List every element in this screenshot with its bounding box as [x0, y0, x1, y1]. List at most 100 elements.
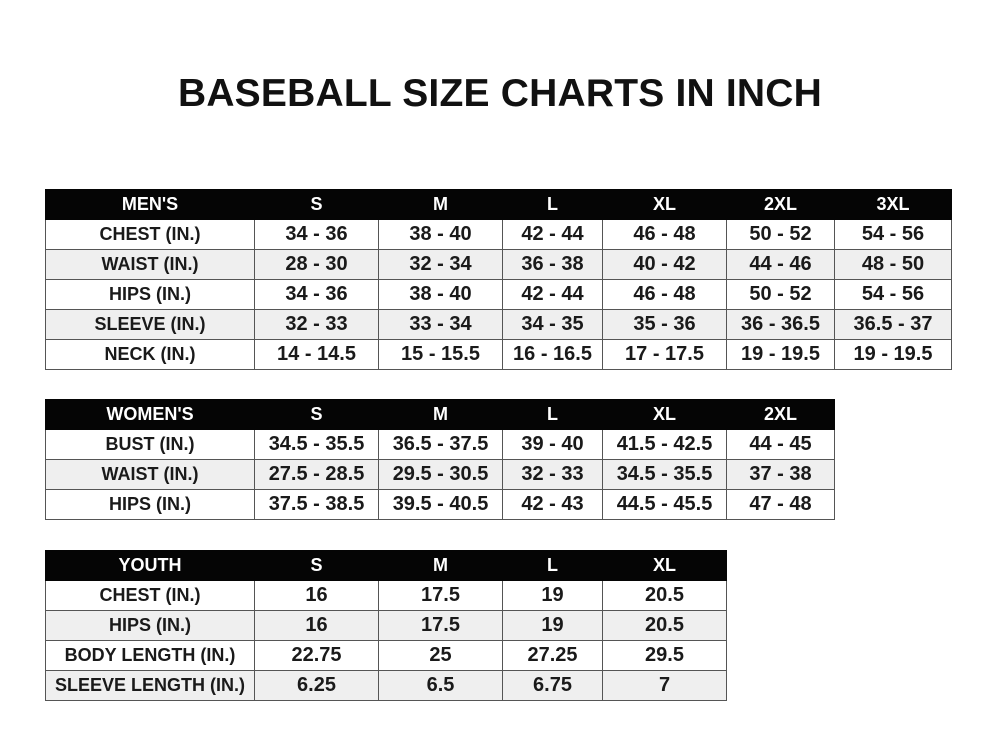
- size-value: 39 - 40: [502, 429, 603, 460]
- size-value: 25: [378, 640, 503, 671]
- size-value: 42 - 44: [502, 219, 603, 250]
- size-value: 27.5 - 28.5: [254, 459, 379, 490]
- table-row: HIPS (IN.) 37.5 - 38.5 39.5 - 40.5 42 - 43 4…: [45, 489, 835, 520]
- size-value: 39.5 - 40.5: [378, 489, 503, 520]
- womens-size-table: WOMEN'S S M L XL 2XL BUST (IN.) 34.5 - 35.5 36.5…: [45, 399, 835, 520]
- mens-size-table: MEN'S S M L XL 2XL 3XL CHEST (IN.) 34 - 36 38 - 4…: [45, 189, 952, 370]
- measurement-label: SLEEVE (IN.): [45, 309, 255, 340]
- size-value: 29.5 - 30.5: [378, 459, 503, 490]
- measurement-label: NECK (IN.): [45, 339, 255, 370]
- size-value: 36.5 - 37: [834, 309, 952, 340]
- size-column-header: XL: [602, 550, 727, 581]
- size-value: 20.5: [602, 610, 727, 641]
- size-value: 38 - 40: [378, 219, 503, 250]
- size-value: 34 - 36: [254, 279, 379, 310]
- measurement-label: BUST (IN.): [45, 429, 255, 460]
- table-row: WAIST (IN.) 28 - 30 32 - 34 36 - 38 40 - 42 4…: [45, 249, 952, 280]
- size-value: 19: [502, 580, 603, 611]
- size-value: 16: [254, 580, 379, 611]
- size-value: 34.5 - 35.5: [602, 459, 727, 490]
- table-row: BUST (IN.) 34.5 - 35.5 36.5 - 37.5 39 - 40 4…: [45, 429, 835, 460]
- size-value: 6.75: [502, 670, 603, 701]
- measurement-label: CHEST (IN.): [45, 580, 255, 611]
- size-column-header: L: [502, 189, 603, 220]
- table-row: CHEST (IN.) 34 - 36 38 - 40 42 - 44 46 - 48 5…: [45, 219, 952, 250]
- table-category-header: WOMEN'S: [45, 399, 255, 430]
- size-value: 27.25: [502, 640, 603, 671]
- header-row: WOMEN'S S M L XL 2XL: [45, 399, 835, 430]
- size-column-header: L: [502, 399, 603, 430]
- table-row: NECK (IN.) 14 - 14.5 15 - 15.5 16 - 16.5 17 …: [45, 339, 952, 370]
- size-value: 34 - 36: [254, 219, 379, 250]
- size-value: 37.5 - 38.5: [254, 489, 379, 520]
- size-column-header: M: [378, 189, 503, 220]
- size-value: 19: [502, 610, 603, 641]
- size-column-header: S: [254, 189, 379, 220]
- measurement-label: CHEST (IN.): [45, 219, 255, 250]
- size-value: 46 - 48: [602, 279, 727, 310]
- size-value: 17.5: [378, 610, 503, 641]
- size-value: 16 - 16.5: [502, 339, 603, 370]
- size-value: 16: [254, 610, 379, 641]
- size-value: 19 - 19.5: [834, 339, 952, 370]
- table-row: SLEEVE LENGTH (IN.) 6.25 6.5 6.75 7: [45, 670, 727, 701]
- size-value: 37 - 38: [726, 459, 835, 490]
- size-value: 17.5: [378, 580, 503, 611]
- size-value: 41.5 - 42.5: [602, 429, 727, 460]
- youth-size-table: YOUTH S M L XL CHEST (IN.) 16 17.5 19 20.5 HIPS (I…: [45, 550, 727, 701]
- table-row: WAIST (IN.) 27.5 - 28.5 29.5 - 30.5 32 - 33…: [45, 459, 835, 490]
- size-value: 40 - 42: [602, 249, 727, 280]
- size-value: 36 - 38: [502, 249, 603, 280]
- measurement-label: BODY LENGTH (IN.): [45, 640, 255, 671]
- size-column-header: 2XL: [726, 189, 835, 220]
- size-value: 42 - 43: [502, 489, 603, 520]
- size-column-header: XL: [602, 189, 727, 220]
- size-value: 50 - 52: [726, 219, 835, 250]
- size-value: 38 - 40: [378, 279, 503, 310]
- header-row: MEN'S S M L XL 2XL 3XL: [45, 189, 952, 220]
- size-column-header: XL: [602, 399, 727, 430]
- measurement-label: HIPS (IN.): [45, 489, 255, 520]
- size-value: 19 - 19.5: [726, 339, 835, 370]
- size-value: 47 - 48: [726, 489, 835, 520]
- size-value: 7: [602, 670, 727, 701]
- size-value: 29.5: [602, 640, 727, 671]
- measurement-label: WAIST (IN.): [45, 459, 255, 490]
- size-column-header: 2XL: [726, 399, 835, 430]
- table-row: SLEEVE (IN.) 32 - 33 33 - 34 34 - 35 35 - 36…: [45, 309, 952, 340]
- size-value: 44 - 46: [726, 249, 835, 280]
- page-title: BASEBALL SIZE CHARTS IN INCH: [177, 72, 823, 115]
- size-value: 14 - 14.5: [254, 339, 379, 370]
- size-value: 50 - 52: [726, 279, 835, 310]
- size-value: 34.5 - 35.5: [254, 429, 379, 460]
- size-value: 42 - 44: [502, 279, 603, 310]
- size-value: 35 - 36: [602, 309, 727, 340]
- size-value: 28 - 30: [254, 249, 379, 280]
- size-value: 6.5: [378, 670, 503, 701]
- size-value: 15 - 15.5: [378, 339, 503, 370]
- measurement-label: SLEEVE LENGTH (IN.): [45, 670, 255, 701]
- header-row: YOUTH S M L XL: [45, 550, 727, 581]
- size-value: 33 - 34: [378, 309, 503, 340]
- size-value: 32 - 34: [378, 249, 503, 280]
- size-value: 32 - 33: [254, 309, 379, 340]
- size-value: 44 - 45: [726, 429, 835, 460]
- size-value: 44.5 - 45.5: [602, 489, 727, 520]
- measurement-label: WAIST (IN.): [45, 249, 255, 280]
- size-column-header: M: [378, 399, 503, 430]
- size-value: 17 - 17.5: [602, 339, 727, 370]
- size-value: 22.75: [254, 640, 379, 671]
- table-row: CHEST (IN.) 16 17.5 19 20.5: [45, 580, 727, 611]
- size-value: 20.5: [602, 580, 727, 611]
- size-column-header: L: [502, 550, 603, 581]
- size-value: 6.25: [254, 670, 379, 701]
- size-column-header: S: [254, 399, 379, 430]
- table-row: BODY LENGTH (IN.) 22.75 25 27.25 29.5: [45, 640, 727, 671]
- size-column-header: M: [378, 550, 503, 581]
- size-value: 54 - 56: [834, 279, 952, 310]
- size-value: 46 - 48: [602, 219, 727, 250]
- size-value: 48 - 50: [834, 249, 952, 280]
- table-row: HIPS (IN.) 34 - 36 38 - 40 42 - 44 46 - 48 50…: [45, 279, 952, 310]
- measurement-label: HIPS (IN.): [45, 610, 255, 641]
- size-value: 54 - 56: [834, 219, 952, 250]
